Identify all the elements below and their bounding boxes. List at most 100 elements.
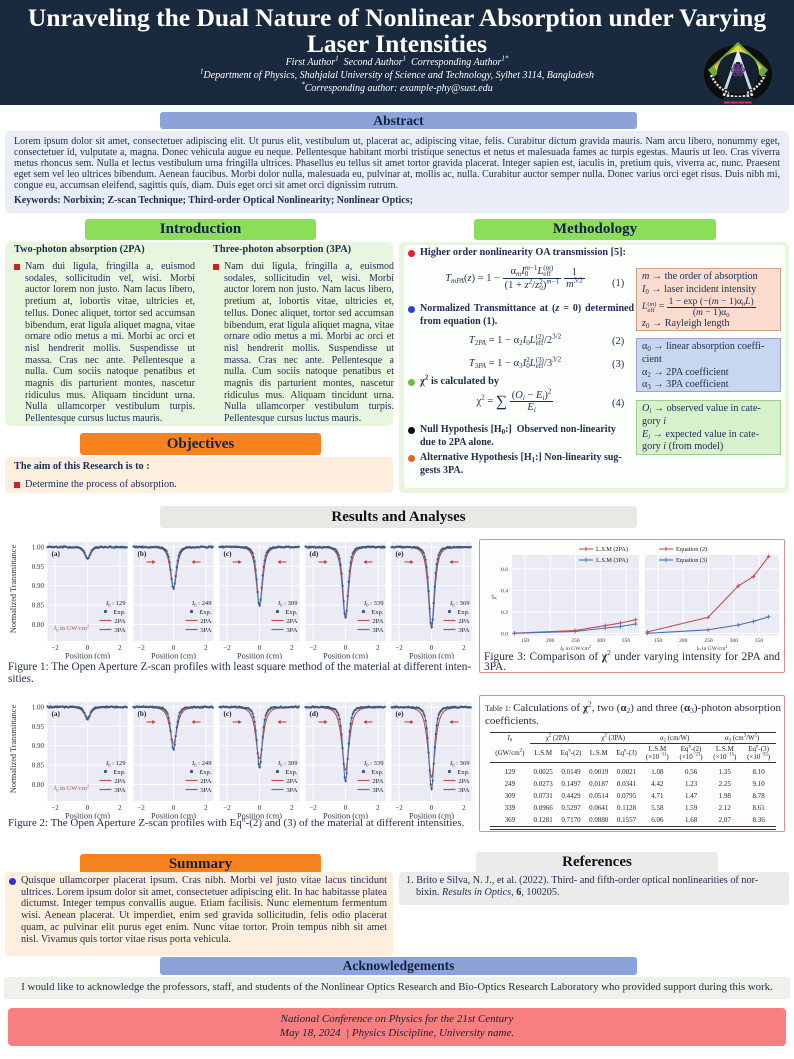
svg-text:0: 0: [86, 804, 90, 812]
svg-text:0.80: 0.80: [32, 621, 45, 629]
svg-text:Position (cm): Position (cm): [151, 812, 196, 820]
svg-text:L.S.M (2PA): L.S.M (2PA): [596, 546, 628, 553]
svg-text:3PA: 3PA: [286, 787, 297, 794]
svg-text:2PA: 2PA: [372, 618, 383, 625]
svg-text:(b): (b): [138, 710, 147, 718]
svg-text:−2: −2: [395, 804, 403, 812]
svg-text:0: 0: [172, 804, 176, 812]
svg-text:▬▬▬▬: ▬▬▬▬: [724, 99, 752, 106]
svg-text:1.00: 1.00: [32, 544, 45, 552]
svg-text:0.4: 0.4: [501, 589, 508, 595]
svg-text:3PA: 3PA: [372, 787, 383, 794]
svg-text:I0 : 249: I0 : 249: [191, 760, 212, 768]
svg-text:(d): (d): [310, 550, 319, 558]
svg-text:I0 : 339: I0 : 339: [363, 600, 384, 608]
svg-text:Position (cm): Position (cm): [237, 812, 282, 820]
svg-text:I0 : 129: I0 : 129: [105, 600, 126, 608]
svg-text:150: 150: [654, 638, 663, 644]
svg-text:(e): (e): [396, 710, 405, 718]
svg-text:Exp.: Exp.: [113, 609, 126, 616]
svg-text:Exp.: Exp.: [285, 609, 298, 616]
svg-text:0.2: 0.2: [501, 610, 508, 616]
svg-text:2PA: 2PA: [200, 778, 211, 785]
svg-text:L.S.M (3PA): L.S.M (3PA): [596, 557, 628, 564]
svg-text:−2: −2: [51, 644, 59, 652]
svg-text:2: 2: [204, 644, 208, 652]
svg-text:3PA: 3PA: [286, 627, 297, 634]
svg-text:(a): (a): [52, 710, 61, 718]
svg-text:250: 250: [571, 638, 580, 644]
svg-text:−2: −2: [309, 804, 317, 812]
svg-text:3PA: 3PA: [372, 627, 383, 634]
svg-text:Position (cm): Position (cm): [409, 812, 454, 820]
svg-text:1.00: 1.00: [32, 704, 45, 712]
svg-text:0: 0: [344, 644, 348, 652]
svg-text:Equation (2): Equation (2): [676, 546, 707, 553]
svg-text:2PA: 2PA: [286, 618, 297, 625]
svg-text:−2: −2: [395, 644, 403, 652]
svg-text:Position (cm): Position (cm): [323, 812, 368, 820]
svg-text:−2: −2: [137, 644, 145, 652]
svg-text:Equation (3): Equation (3): [676, 557, 707, 564]
svg-text:0.6: 0.6: [501, 567, 508, 573]
svg-text:(b): (b): [138, 550, 147, 558]
svg-text:3PA: 3PA: [114, 787, 125, 794]
svg-text:2PA: 2PA: [200, 618, 211, 625]
svg-text:(a): (a): [52, 550, 61, 558]
svg-text:300: 300: [730, 638, 739, 644]
svg-text:2: 2: [290, 804, 294, 812]
svg-text:350: 350: [755, 638, 764, 644]
svg-text:Position (cm): Position (cm): [237, 652, 282, 660]
svg-text:Position (cm): Position (cm): [65, 812, 110, 820]
svg-text:3PA: 3PA: [200, 627, 211, 634]
svg-text:Normalized Transmittance: Normalized Transmittance: [9, 545, 18, 634]
svg-text:Position (cm): Position (cm): [409, 652, 454, 660]
svg-text:(e): (e): [396, 550, 405, 558]
svg-text:I0 : 129: I0 : 129: [105, 760, 126, 768]
svg-text:2: 2: [462, 644, 466, 652]
svg-text:I0 : 309: I0 : 309: [277, 760, 298, 768]
svg-text:χ²: χ²: [490, 595, 497, 600]
svg-text:2: 2: [376, 804, 380, 812]
svg-text:I0 : 369: I0 : 369: [449, 760, 470, 768]
svg-text:0.90: 0.90: [32, 742, 45, 750]
svg-text:2PA: 2PA: [458, 618, 469, 625]
svg-text:I0 : 339: I0 : 339: [363, 760, 384, 768]
svg-text:150: 150: [521, 638, 530, 644]
svg-text:300: 300: [597, 638, 606, 644]
svg-text:2PA: 2PA: [372, 778, 383, 785]
svg-text:0: 0: [258, 804, 262, 812]
svg-text:Position (cm): Position (cm): [151, 652, 196, 660]
svg-text:2PA: 2PA: [114, 778, 125, 785]
svg-text:2PA: 2PA: [458, 778, 469, 785]
svg-text:Exp.: Exp.: [457, 609, 470, 616]
svg-text:0: 0: [172, 644, 176, 652]
svg-text:I0 in GW/cm2: I0 in GW/cm2: [559, 644, 591, 652]
svg-text:−2: −2: [223, 804, 231, 812]
svg-text:0.85: 0.85: [32, 762, 45, 770]
svg-text:I0 : 309: I0 : 309: [277, 600, 298, 608]
svg-text:0.95: 0.95: [32, 723, 45, 731]
svg-text:2PA: 2PA: [114, 618, 125, 625]
svg-text:(c): (c): [224, 550, 233, 558]
svg-text:0: 0: [258, 644, 262, 652]
svg-text:Exp.: Exp.: [457, 769, 470, 776]
svg-text:2: 2: [118, 804, 122, 812]
svg-text:2: 2: [462, 804, 466, 812]
svg-text:0: 0: [86, 644, 90, 652]
svg-text:−2: −2: [51, 804, 59, 812]
svg-text:2PA: 2PA: [286, 778, 297, 785]
svg-text:Exp.: Exp.: [371, 769, 384, 776]
svg-text:2: 2: [290, 644, 294, 652]
svg-text:I0 : 369: I0 : 369: [449, 600, 470, 608]
svg-text:200: 200: [546, 638, 555, 644]
svg-text:Exp.: Exp.: [199, 769, 212, 776]
svg-text:0.80: 0.80: [32, 781, 45, 789]
svg-text:Position (cm): Position (cm): [323, 652, 368, 660]
svg-text:Exp.: Exp.: [113, 769, 126, 776]
svg-text:3PA: 3PA: [200, 787, 211, 794]
svg-text:2: 2: [376, 644, 380, 652]
svg-text:−2: −2: [309, 644, 317, 652]
svg-text:Normalized Transmittance: Normalized Transmittance: [9, 705, 18, 794]
svg-text:−2: −2: [223, 644, 231, 652]
